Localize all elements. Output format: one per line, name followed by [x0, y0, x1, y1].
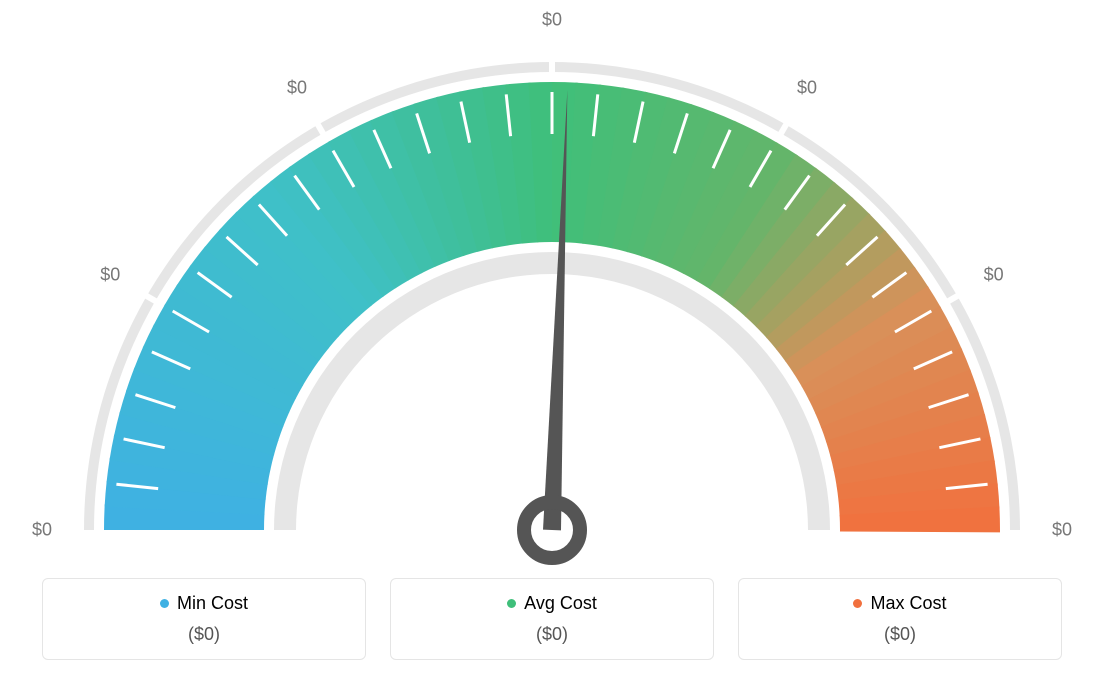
legend-dot-min: [160, 599, 169, 608]
gauge-svg: [0, 10, 1104, 570]
gauge-tick-label: $0: [100, 265, 120, 286]
legend-dot-max: [853, 599, 862, 608]
gauge-tick-label: $0: [542, 10, 562, 31]
legend-label-avg: Avg Cost: [524, 593, 597, 614]
legend-box-min: Min Cost ($0): [42, 578, 366, 660]
legend-title-min: Min Cost: [160, 593, 248, 614]
gauge-tick-label: $0: [287, 78, 307, 99]
gauge-tick-label: $0: [1052, 520, 1072, 541]
gauge-area: $0 $0 $0 $0 $0 $0 $0: [0, 10, 1104, 570]
legend-value-min: ($0): [43, 624, 365, 645]
gauge-chart-container: $0 $0 $0 $0 $0 $0 $0 Min Cost ($0) Avg Cost ($…: [0, 0, 1104, 690]
gauge-tick-label: $0: [984, 265, 1004, 286]
legend-value-avg: ($0): [391, 624, 713, 645]
legend-box-avg: Avg Cost ($0): [390, 578, 714, 660]
legend-value-max: ($0): [739, 624, 1061, 645]
legend-title-avg: Avg Cost: [507, 593, 597, 614]
gauge-tick-label: $0: [32, 520, 52, 541]
legend-label-max: Max Cost: [870, 593, 946, 614]
legend-label-min: Min Cost: [177, 593, 248, 614]
gauge-tick-label: $0: [797, 78, 817, 99]
legend-dot-avg: [507, 599, 516, 608]
legend-title-max: Max Cost: [853, 593, 946, 614]
legend-row: Min Cost ($0) Avg Cost ($0) Max Cost ($0…: [42, 578, 1062, 660]
legend-box-max: Max Cost ($0): [738, 578, 1062, 660]
